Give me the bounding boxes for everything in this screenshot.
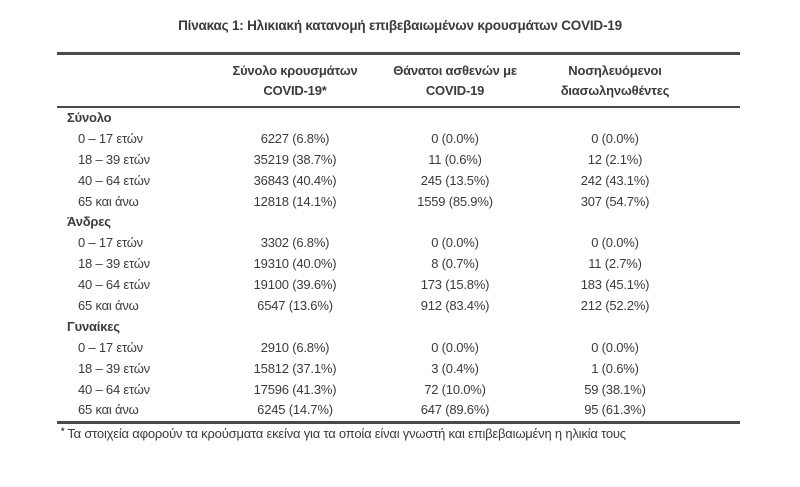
cases-cell: 6547 (13.6%): [257, 298, 333, 314]
section-header-men: Άνδρες: [57, 212, 740, 233]
intubated-cell: 95 (61.3%): [584, 402, 646, 418]
table-row: 18 – 39 ετών 35219 (38.7%) 11 (0.6%) 12 …: [57, 150, 740, 171]
deaths-cell: 245 (13.5%): [420, 172, 490, 188]
intubated-cell: 0 (0.0%): [591, 235, 639, 251]
table-row: 65 και άνω 6547 (13.6%) 912 (83.4%) 212 …: [57, 296, 740, 317]
intubated-cell: 59 (38.1%): [584, 381, 646, 397]
cases-cell: 3302 (6.8%): [260, 235, 330, 251]
intubated-cell: 12 (2.1%): [587, 151, 643, 167]
section-header-total: Σύνολο: [57, 108, 740, 129]
col-header-deaths-line1: Θάνατοι ασθενών με: [393, 63, 517, 78]
cases-cell: 6227 (6.8%): [260, 130, 330, 146]
col-header-deaths: Θάνατοι ασθενών με COVID-19: [375, 61, 535, 101]
col-header-cases-line1: Σύνολο κρουσμάτων: [232, 63, 358, 78]
intubated-cell: 212 (52.2%): [580, 298, 650, 314]
table-row: 0 – 17 ετών 6227 (6.8%) 0 (0.0%) 0 (0.0%…: [57, 129, 740, 150]
section-label: Σύνολο: [67, 110, 112, 125]
col-header-intubated-line1: Νοσηλευόμενοι: [568, 63, 662, 78]
table-row: 40 – 64 ετών 17596 (41.3%) 72 (10.0%) 59…: [57, 380, 740, 401]
row-label: 0 – 17 ετών: [78, 339, 143, 355]
row-label: 65 και άνω: [78, 193, 139, 209]
table-header-row: Σύνολο κρουσμάτων COVID-19* Θάνατοι ασθε…: [57, 55, 740, 108]
table-row: 0 – 17 ετών 3302 (6.8%) 0 (0.0%) 0 (0.0%…: [57, 233, 740, 254]
deaths-cell: 0 (0.0%): [431, 130, 479, 146]
cases-cell: 6245 (14.7%): [257, 402, 333, 418]
row-label: 65 και άνω: [78, 402, 139, 418]
deaths-cell: 8 (0.7%): [431, 256, 479, 272]
col-header-intubated-line2: διασωληνωθέντες: [560, 83, 670, 98]
row-label: 65 και άνω: [78, 298, 139, 314]
row-label: 18 – 39 ετών: [78, 360, 150, 376]
section-label: Άνδρες: [67, 214, 111, 230]
col-header-cases: Σύνολο κρουσμάτων COVID-19*: [215, 61, 375, 101]
deaths-cell: 3 (0.4%): [431, 360, 479, 376]
intubated-cell: 183 (45.1%): [580, 277, 650, 293]
deaths-cell: 1559 (85.9%): [417, 193, 493, 209]
col-header-cases-line2: COVID-19*: [263, 83, 327, 98]
table-row: 40 – 64 ετών 36843 (40.4%) 245 (13.5%) 2…: [57, 171, 740, 192]
row-label: 0 – 17 ετών: [78, 235, 143, 251]
covid-age-distribution-table: Σύνολο κρουσμάτων COVID-19* Θάνατοι ασθε…: [57, 52, 740, 425]
deaths-cell: 173 (15.8%): [420, 277, 490, 293]
header-empty-cell: [57, 61, 215, 101]
row-label: 18 – 39 ετών: [78, 151, 150, 167]
cases-cell: 15812 (37.1%): [253, 360, 337, 376]
row-label: 18 – 39 ετών: [78, 256, 150, 272]
row-label: 40 – 64 ετών: [78, 277, 150, 293]
intubated-cell: 307 (54.7%): [580, 193, 650, 209]
intubated-cell: 0 (0.0%): [591, 130, 639, 146]
cases-cell: 19100 (39.6%): [253, 277, 337, 293]
cases-cell: 35219 (38.7%): [253, 151, 337, 167]
intubated-cell: 0 (0.0%): [591, 339, 639, 355]
cases-cell: 2910 (6.8%): [260, 339, 330, 355]
table-row: 18 – 39 ετών 15812 (37.1%) 3 (0.4%) 1 (0…: [57, 359, 740, 380]
row-label: 40 – 64 ετών: [78, 381, 150, 397]
table-row: 65 και άνω 6245 (14.7%) 647 (89.6%) 95 (…: [57, 400, 740, 421]
row-label: 40 – 64 ετών: [78, 172, 150, 188]
intubated-cell: 1 (0.6%): [591, 360, 639, 376]
col-header-intubated: Νοσηλευόμενοι διασωληνωθέντες: [535, 61, 695, 101]
deaths-cell: 0 (0.0%): [431, 235, 479, 251]
table-row: 40 – 64 ετών 19100 (39.6%) 173 (15.8%) 1…: [57, 275, 740, 296]
footnote: * Τα στοιχεία αφορούν τα κρούσματα εκείνα…: [57, 426, 747, 441]
cases-cell: 36843 (40.4%): [253, 172, 337, 188]
deaths-cell: 11 (0.6%): [428, 151, 482, 167]
intubated-cell: 242 (43.1%): [580, 172, 650, 188]
footnote-asterisk: *: [61, 426, 65, 436]
deaths-cell: 0 (0.0%): [431, 339, 479, 355]
footnote-text: Τα στοιχεία αφορούν τα κρούσματα εκείνα …: [67, 426, 626, 441]
row-label: 0 – 17 ετών: [78, 130, 143, 146]
deaths-cell: 647 (89.6%): [420, 402, 490, 418]
cases-cell: 17596 (41.3%): [253, 381, 337, 397]
intubated-cell: 11 (2.7%): [588, 256, 642, 272]
table-row: 65 και άνω 12818 (14.1%) 1559 (85.9%) 30…: [57, 192, 740, 213]
table-row: 18 – 39 ετών 19310 (40.0%) 8 (0.7%) 11 (…: [57, 254, 740, 275]
table-title: Πίνακας 1: Ηλικιακή κατανομή επιβεβαιωμέ…: [178, 18, 622, 33]
col-header-deaths-line2: COVID-19: [425, 83, 485, 98]
section-header-women: Γυναίκες: [57, 317, 740, 338]
deaths-cell: 72 (10.0%): [424, 381, 486, 397]
cases-cell: 12818 (14.1%): [253, 193, 337, 209]
table-row: 0 – 17 ετών 2910 (6.8%) 0 (0.0%) 0 (0.0%…: [57, 338, 740, 359]
cases-cell: 19310 (40.0%): [253, 256, 337, 272]
deaths-cell: 912 (83.4%): [420, 298, 490, 314]
section-label: Γυναίκες: [67, 318, 120, 334]
